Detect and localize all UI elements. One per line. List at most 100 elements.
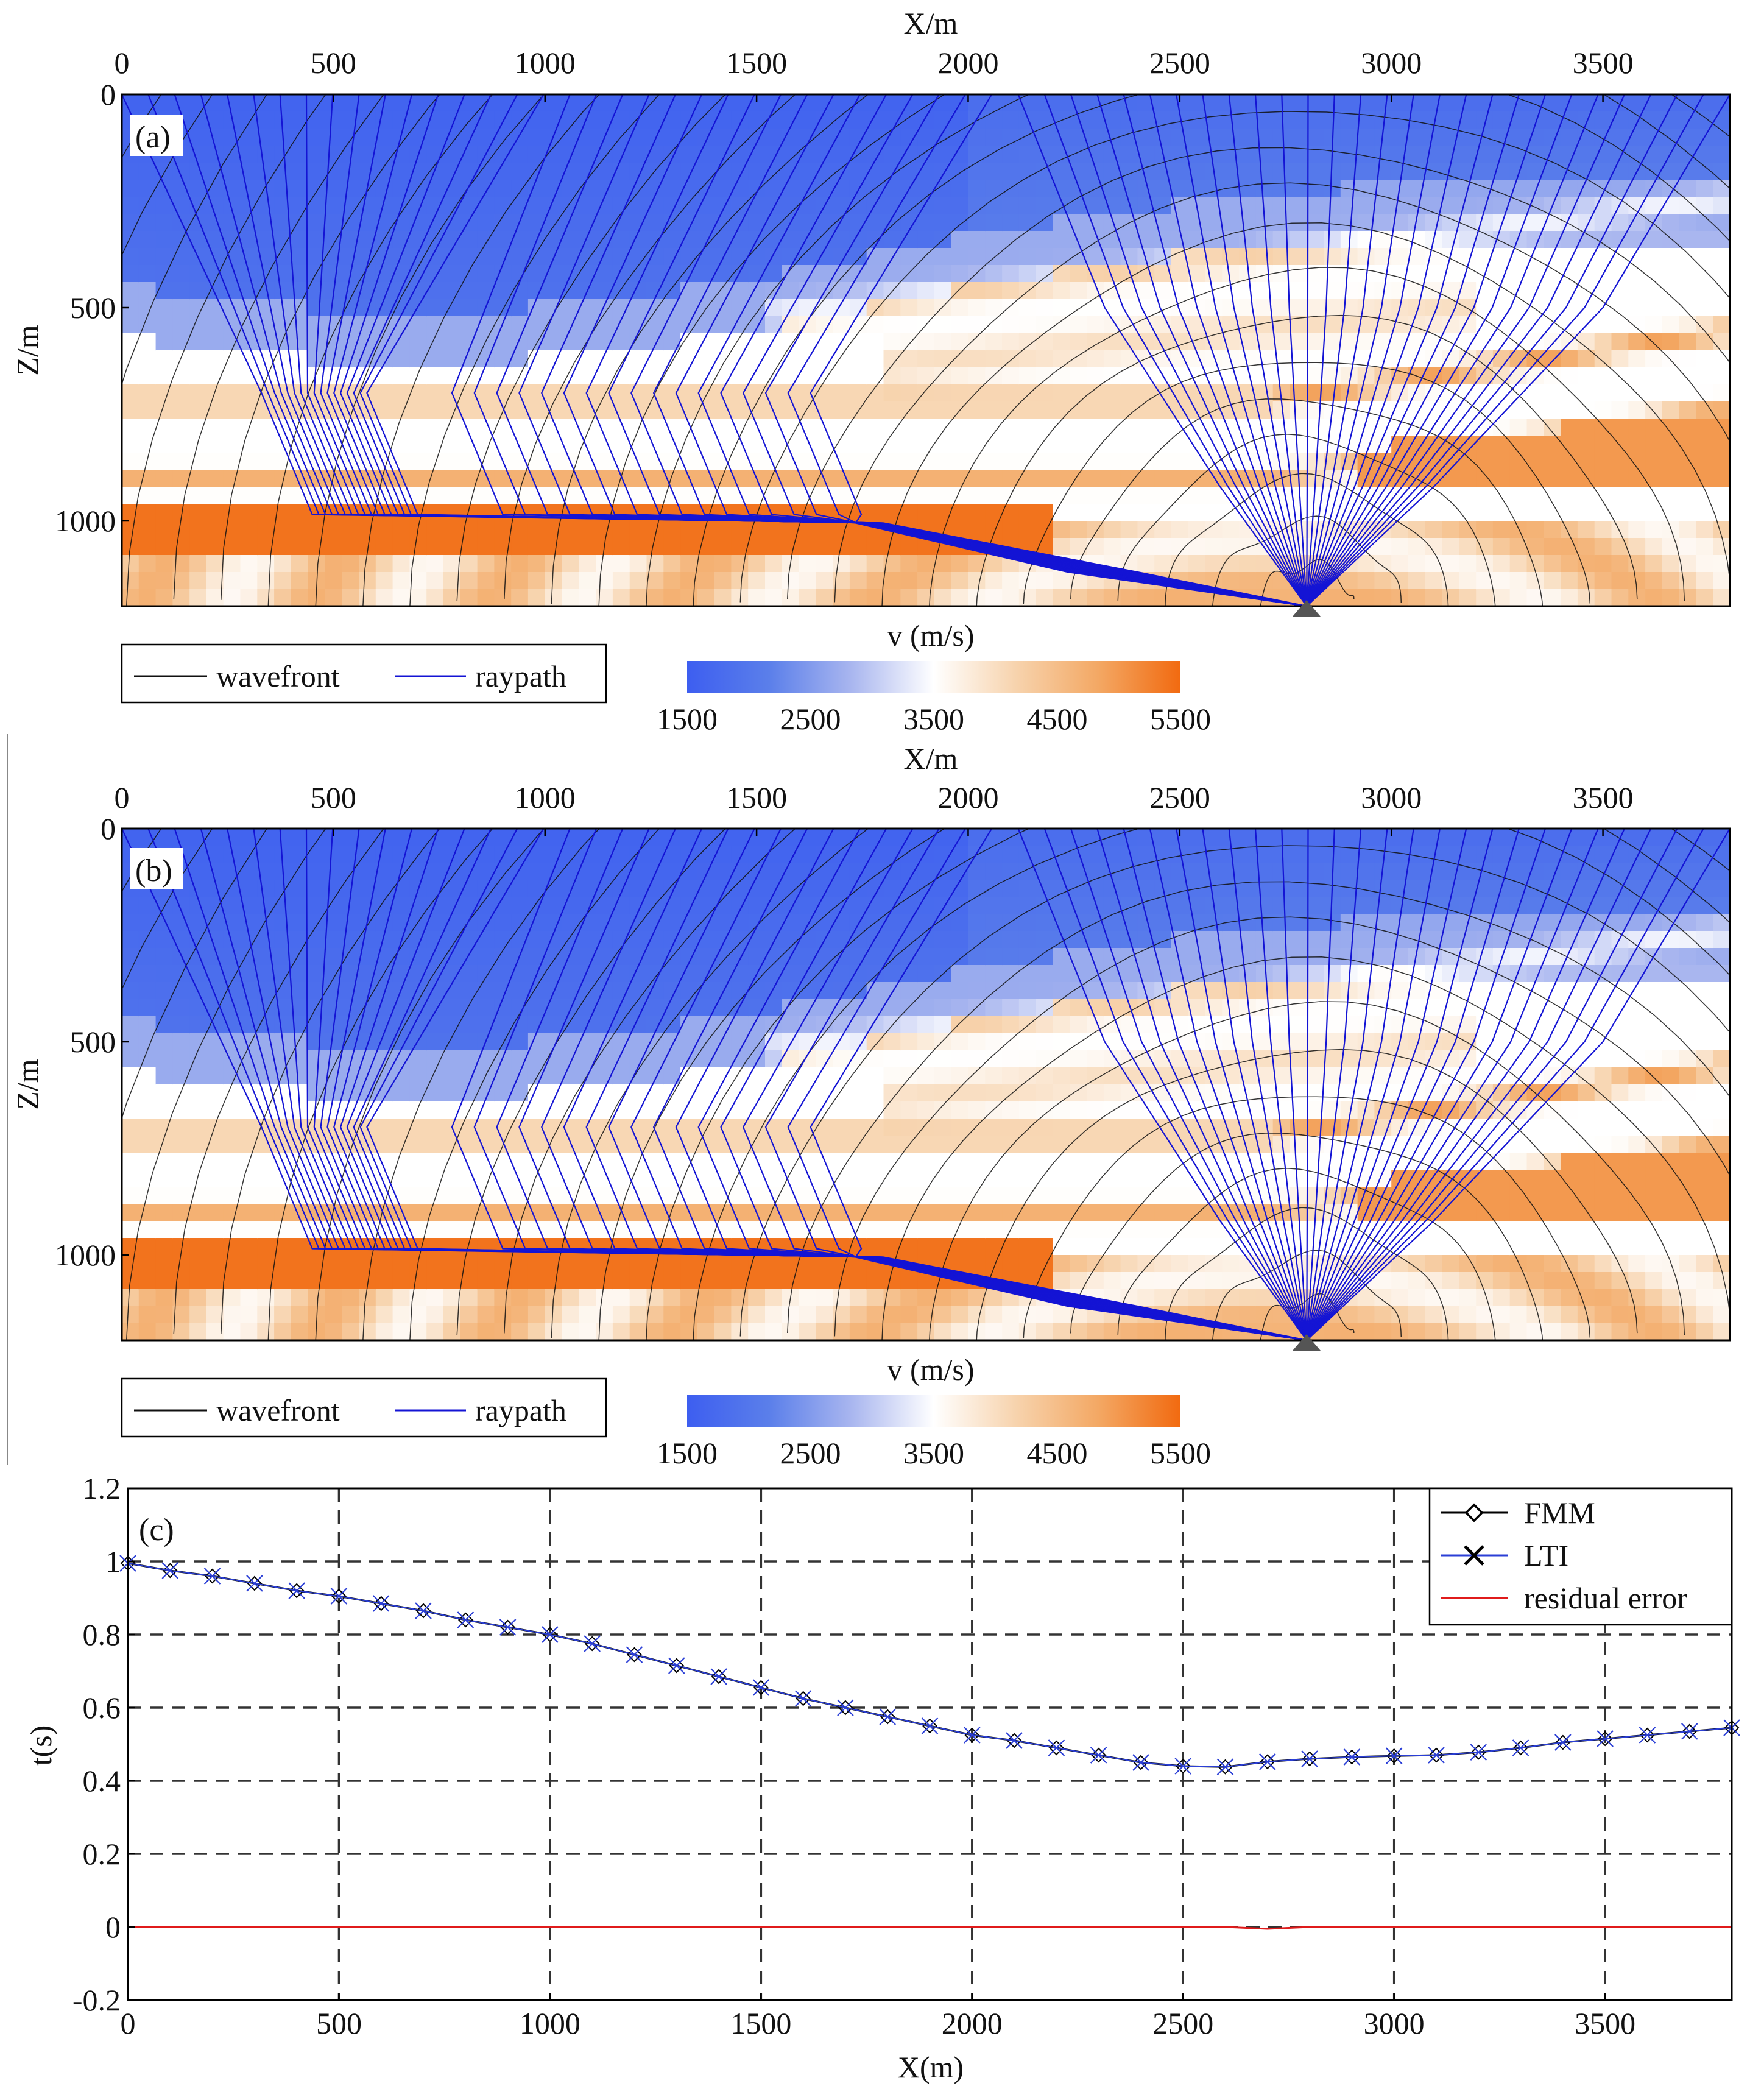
velocity-cell — [968, 965, 986, 983]
velocity-cell — [951, 1238, 968, 1256]
velocity-cell — [511, 555, 528, 573]
velocity-cell — [1408, 350, 1425, 368]
velocity-cell — [1070, 1170, 1087, 1187]
velocity-cell — [765, 1050, 782, 1068]
velocity-cell — [1019, 931, 1036, 949]
velocity-cell — [1408, 504, 1425, 521]
velocity-cell — [1121, 880, 1138, 897]
velocity-cell — [917, 965, 934, 983]
velocity-cell — [156, 948, 173, 966]
velocity-cell — [850, 538, 867, 556]
velocity-cell — [1544, 589, 1561, 607]
velocity-cell — [241, 572, 258, 590]
velocity-cell — [443, 1272, 460, 1290]
velocity-cell — [172, 1136, 189, 1153]
velocity-cell — [951, 436, 968, 453]
velocity-cell — [680, 197, 697, 214]
velocity-cell — [680, 863, 697, 880]
velocity-cell — [579, 146, 596, 163]
velocity-cell — [1493, 180, 1510, 197]
velocity-cell — [1222, 197, 1239, 214]
velocity-cell — [1154, 504, 1171, 521]
velocity-cell — [1442, 589, 1459, 607]
velocity-cell — [579, 265, 596, 283]
velocity-cell — [1002, 436, 1019, 453]
velocity-cell — [291, 333, 308, 351]
velocity-cell — [1019, 1101, 1036, 1119]
velocity-cell — [900, 299, 917, 317]
velocity-cell — [850, 487, 867, 504]
velocity-cell — [1019, 401, 1036, 419]
velocity-cell — [494, 846, 511, 863]
velocity-cell — [799, 897, 816, 914]
velocity-cell — [494, 1306, 511, 1324]
velocity-cell — [951, 521, 968, 539]
velocity-cell — [630, 94, 647, 112]
velocity-cell — [409, 316, 426, 334]
velocity-cell — [917, 982, 934, 1000]
velocity-cell — [613, 846, 630, 863]
velocity-cell — [680, 419, 697, 436]
velocity-cell — [1374, 555, 1391, 573]
velocity-cell — [393, 897, 410, 914]
velocity-cell — [697, 1272, 714, 1290]
velocity-cell — [1307, 231, 1324, 249]
velocity-cell — [900, 863, 917, 880]
velocity-cell — [1696, 350, 1713, 368]
velocity-cell — [1544, 470, 1561, 487]
velocity-cell — [596, 846, 613, 863]
velocity-cell — [1053, 914, 1070, 932]
velocity-cell — [241, 1238, 258, 1256]
velocity-cell — [494, 367, 511, 385]
velocity-cell — [443, 1255, 460, 1273]
velocity-cell — [1121, 999, 1138, 1017]
velocity-cell — [172, 453, 189, 470]
velocity-cell — [731, 829, 748, 846]
velocity-cell — [172, 1033, 189, 1051]
velocity-cell — [393, 214, 410, 232]
velocity-cell — [460, 265, 478, 283]
velocity-cell — [714, 863, 732, 880]
velocity-cell — [731, 931, 748, 949]
velocity-cell — [917, 1084, 934, 1102]
velocity-cell — [376, 1306, 393, 1324]
velocity-cell — [206, 1187, 224, 1204]
velocity-cell — [596, 572, 613, 590]
velocity-cell — [1595, 555, 1612, 573]
velocity-cell — [833, 94, 850, 112]
velocity-cell — [1171, 965, 1188, 983]
velocity-cell — [511, 504, 528, 521]
velocity-cell — [951, 299, 968, 317]
velocity-cell — [224, 1306, 241, 1324]
velocity-cell — [545, 231, 562, 249]
velocity-cell — [1121, 1255, 1138, 1273]
velocity-cell — [714, 1272, 732, 1290]
velocity-cell — [1070, 231, 1087, 249]
velocity-cell — [426, 1016, 443, 1034]
velocity-cell — [224, 829, 241, 846]
velocity-cell — [799, 111, 816, 129]
velocity-cell — [342, 555, 359, 573]
velocity-cell — [189, 265, 206, 283]
velocity-cell — [1679, 470, 1696, 487]
velocity-cell — [1121, 1016, 1138, 1034]
velocity-cell — [393, 1323, 410, 1341]
velocity-cell — [1154, 863, 1171, 880]
velocity-cell — [139, 538, 156, 556]
velocity-cell — [1510, 282, 1527, 300]
velocity-cell — [1510, 231, 1527, 249]
velocity-cell — [1239, 129, 1256, 146]
velocity-cell — [1036, 1084, 1053, 1102]
velocity-cell — [579, 197, 596, 214]
velocity-cell — [1137, 589, 1154, 607]
velocity-cell — [528, 1187, 545, 1204]
velocity-cell — [1324, 419, 1341, 436]
velocity-cell — [1002, 248, 1019, 266]
velocity-cell — [1578, 367, 1595, 385]
velocity-cell — [731, 316, 748, 334]
velocity-cell — [1205, 1221, 1223, 1239]
velocity-cell — [257, 111, 274, 129]
velocity-cell — [985, 1289, 1002, 1307]
velocity-cell — [562, 180, 579, 197]
velocity-cell — [1391, 248, 1408, 266]
